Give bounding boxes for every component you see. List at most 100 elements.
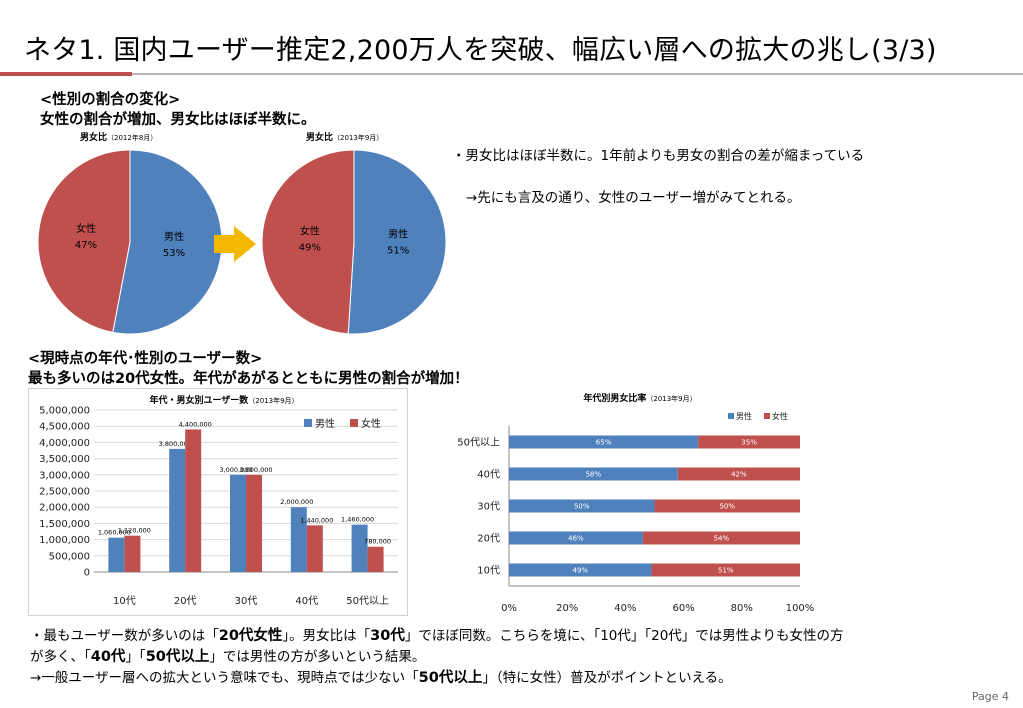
bar-data-label: 4,400,000 — [179, 420, 212, 428]
pie-slice-name: 女性 — [300, 225, 320, 238]
footer-text: 」（特に女性）普及がポイントといえる。 — [482, 670, 732, 686]
section1-subheading: 女性の割合が増加、男女比はほぼ半数に。 — [40, 112, 316, 128]
pie-chart-2012: 男性 53% 女性 47% — [37, 149, 223, 335]
page-number: Page 4 — [971, 690, 1009, 703]
footer-emphasis: 20代女性 — [218, 628, 283, 644]
y-tick-label: 4,000,000 — [39, 438, 90, 449]
x-tick-label: 100% — [786, 603, 815, 614]
section1-heading: <性別の割合の変化> — [40, 92, 181, 108]
bar-data-label: 1,060,000 — [98, 529, 131, 537]
bar — [290, 507, 307, 572]
bar — [108, 537, 125, 572]
segment-data-label: 50% — [574, 503, 590, 511]
bar-chart-title: 年代・男女別ユーザー数（2013年9月） — [149, 394, 298, 406]
y-tick-label: 1,000,000 — [39, 535, 90, 546]
legend-label: 女性 — [361, 417, 381, 430]
stacked-bar-segment — [509, 499, 655, 513]
stacked-bar-segment — [654, 499, 800, 513]
pie-slice-value: 49% — [299, 243, 321, 254]
legend-label: 男性 — [315, 417, 335, 430]
title-rule — [132, 73, 1023, 75]
stacked-bar-segment — [509, 435, 699, 449]
segment-data-label: 54% — [714, 535, 730, 543]
bar-chart-subtitle: （2013年9月） — [248, 396, 298, 405]
footer-line-1: ・最もユーザー数が多いのは「20代女性」。男女比は「30代」でほぼ同数。こちらを… — [30, 624, 844, 645]
segment-data-label: 50% — [719, 503, 735, 511]
bar-data-label: 3,000,000 — [219, 466, 252, 474]
bar — [230, 474, 246, 572]
segment-data-label: 65% — [596, 439, 612, 447]
bar-data-label: 780,000 — [364, 538, 391, 546]
bar — [306, 525, 323, 572]
section1-bullet-1: ・男女比はほぼ半数に。1年前よりも男女の割合の差が縮まっている — [452, 148, 865, 164]
x-tick-label: 50代以上 — [346, 595, 389, 607]
pie-slice-value: 51% — [387, 245, 409, 256]
y-tick-label: 2,500,000 — [39, 487, 90, 498]
x-tick-label: 20代 — [174, 595, 197, 607]
ratio-chart-subtitle: （2013年9月） — [646, 394, 696, 403]
y-tick-label: 2,000,000 — [39, 503, 90, 514]
segment-data-label: 49% — [573, 567, 589, 575]
legend-swatch — [764, 413, 770, 419]
pie-slice-name: 男性 — [388, 227, 408, 240]
x-tick-label: 40代 — [295, 595, 318, 607]
x-tick-label: 40% — [614, 603, 636, 614]
footer-text: 」では男性の方が多いという結果。 — [209, 649, 426, 665]
stacked-bar-segment — [651, 563, 800, 577]
stacked-bar-segment — [677, 467, 800, 481]
x-tick-label: 80% — [731, 603, 753, 614]
stacked-bar-segment — [698, 435, 800, 449]
pie2-subtitle: （2013年9月） — [333, 134, 384, 142]
footer-text: が多く、「 — [30, 649, 91, 665]
y-tick-label: 40代 — [477, 469, 500, 481]
x-tick-label: 20% — [556, 603, 578, 614]
section2-subheading: 最も多いのは20代女性。年代があがるとともに男性の割合が増加！ — [28, 371, 469, 387]
pie-slice-value: 47% — [75, 240, 97, 251]
section2-heading: <現時点の年代･性別のユーザー数> — [28, 351, 263, 367]
y-tick-label: 1,500,000 — [39, 519, 90, 530]
footer-text: 」。男女比は「 — [282, 628, 371, 644]
stacked-bar-segment — [509, 563, 652, 577]
bar — [124, 535, 141, 572]
y-tick-label: 20代 — [477, 533, 500, 545]
bar-data-label: 3,800,000 — [159, 440, 192, 448]
footer-emphasis: 50代以上 — [418, 670, 483, 686]
pie1-subtitle: （2012年8月） — [107, 134, 158, 142]
bar — [351, 524, 368, 572]
segment-data-label: 35% — [741, 439, 757, 447]
footer-text: →一般ユーザー層への拡大という意味でも、現時点では少ない「 — [30, 670, 419, 686]
pie-slice — [261, 149, 355, 335]
y-tick-label: 0 — [84, 568, 90, 579]
bar-data-label: 1,120,000 — [118, 527, 151, 535]
legend-swatch — [728, 413, 734, 419]
ratio-chart-title: 年代別男女比率（2013年9月） — [583, 392, 696, 404]
stacked-bar-segment — [642, 531, 800, 545]
bar — [169, 448, 186, 572]
segment-data-label: 46% — [568, 535, 584, 543]
segment-data-label: 51% — [718, 567, 734, 575]
footer-emphasis: 50代以上 — [145, 649, 210, 665]
legend-label: 女性 — [772, 411, 788, 421]
bar-data-label: 1,440,000 — [300, 516, 333, 524]
pie-slice-name: 女性 — [76, 222, 96, 235]
legend-label: 男性 — [736, 411, 752, 421]
footer-text: 」「 — [125, 649, 146, 665]
y-tick-label: 3,500,000 — [39, 454, 90, 465]
x-tick-label: 0% — [501, 603, 517, 614]
x-tick-label: 10代 — [113, 595, 136, 607]
bar — [185, 429, 202, 572]
pie-slice-name: 男性 — [164, 230, 184, 243]
y-tick-label: 500,000 — [49, 551, 90, 562]
x-tick-label: 60% — [672, 603, 694, 614]
footer-text: 」でほぼ同数。こちらを境に、「10代」「20代」では男性よりも女性の方 — [404, 628, 844, 644]
section1-bullet-2: →先にも言及の通り、女性のユーザー増がみてとれる。 — [466, 190, 801, 206]
bar-data-label: 3,000,000 — [239, 466, 272, 474]
page-title: ネタ1. 国内ユーザー推定2,200万人を突破、幅広い層への拡大の兆し(3/3) — [24, 35, 937, 66]
footer-line-3: →一般ユーザー層への拡大という意味でも、現時点では少ない「50代以上」（特に女性… — [30, 666, 732, 687]
legend-swatch — [304, 419, 312, 427]
title-rule-accent — [0, 72, 132, 76]
y-tick-label: 30代 — [477, 501, 500, 513]
user-count-bar-chart: 年代・男女別ユーザー数（2013年9月） 0 500,000 1,000,000 1,5… — [28, 388, 408, 616]
pie-slice — [347, 149, 447, 335]
segment-data-label: 58% — [586, 471, 602, 479]
